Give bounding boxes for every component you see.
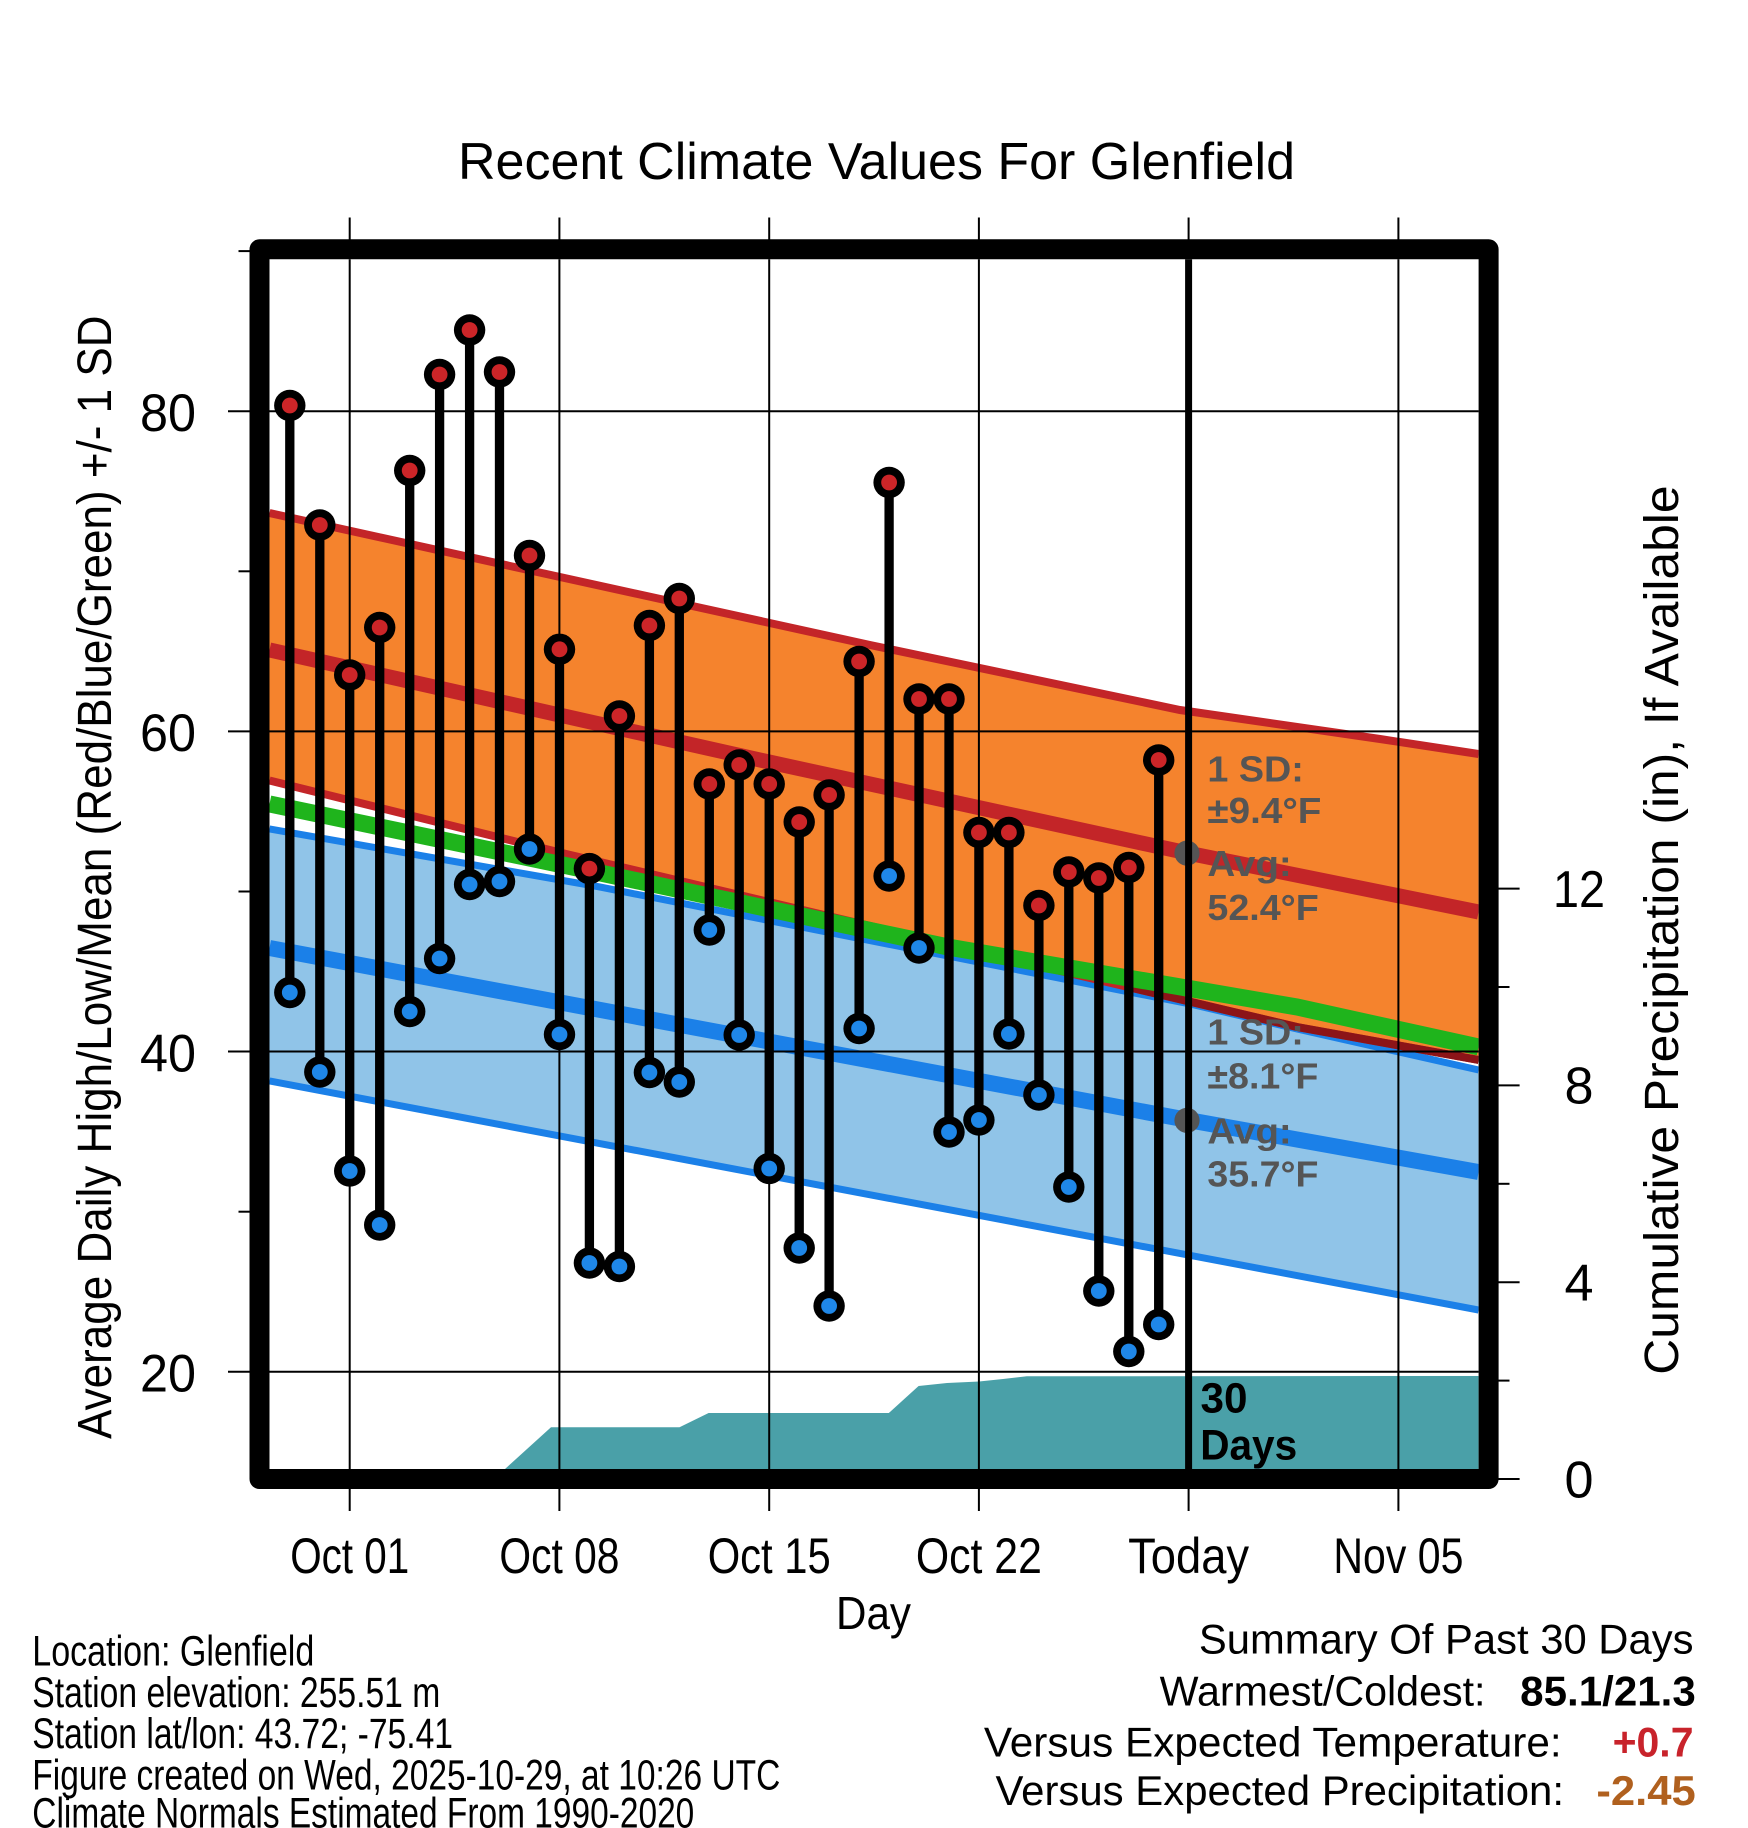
svg-text:Station elevation: 255.51 m: Station elevation: 255.51 m <box>32 1670 440 1717</box>
svg-text:80: 80 <box>140 384 196 443</box>
svg-text:Oct 15: Oct 15 <box>708 1528 831 1584</box>
svg-text:60: 60 <box>140 704 196 763</box>
svg-text:Days: Days <box>1200 1422 1297 1470</box>
svg-text:12: 12 <box>1553 861 1605 919</box>
svg-text:4: 4 <box>1565 1255 1594 1313</box>
svg-text:-2.45: -2.45 <box>1596 1767 1695 1814</box>
svg-text:+0.7: +0.7 <box>1613 1718 1694 1765</box>
svg-text:Day: Day <box>836 1587 912 1639</box>
svg-text:Today: Today <box>1128 1528 1249 1584</box>
svg-text:Avg:: Avg: <box>1207 1110 1291 1151</box>
svg-text:Cumulative Precipitation (in),: Cumulative Precipitation (in), If Availa… <box>1636 485 1689 1374</box>
svg-text:0: 0 <box>1565 1451 1594 1509</box>
svg-text:Location: Glenfield: Location: Glenfield <box>32 1629 314 1676</box>
svg-text:Average Daily High/Low/Mean (R: Average Daily High/Low/Mean (Red/Blue/Gr… <box>69 315 122 1439</box>
svg-text:Oct 22: Oct 22 <box>916 1528 1042 1584</box>
svg-text:Oct 08: Oct 08 <box>499 1528 619 1584</box>
svg-text:Station lat/lon: 43.72; -75.41: Station lat/lon: 43.72; -75.41 <box>32 1711 453 1758</box>
svg-text:Avg:: Avg: <box>1207 843 1291 884</box>
svg-text:1 SD:: 1 SD: <box>1207 749 1304 790</box>
svg-text:±8.1°F: ±8.1°F <box>1207 1056 1318 1097</box>
svg-text:85.1/21.3: 85.1/21.3 <box>1520 1668 1696 1715</box>
svg-text:Summary Of Past 30 Days: Summary Of Past 30 Days <box>1199 1615 1694 1662</box>
svg-text:30: 30 <box>1201 1374 1248 1422</box>
svg-text:20: 20 <box>140 1345 196 1404</box>
svg-text:Warmest/Coldest:: Warmest/Coldest: <box>1160 1668 1486 1715</box>
svg-text:±9.4°F: ±9.4°F <box>1207 790 1321 831</box>
svg-text:Versus Expected Temperature:: Versus Expected Temperature: <box>984 1718 1562 1765</box>
svg-text:Nov 05: Nov 05 <box>1333 1528 1463 1584</box>
svg-text:Climate Normals Estimated From: Climate Normals Estimated From 1990-2020 <box>32 1791 694 1828</box>
svg-text:Oct 01: Oct 01 <box>290 1528 409 1584</box>
svg-text:35.7°F: 35.7°F <box>1207 1153 1318 1194</box>
svg-text:8: 8 <box>1565 1058 1594 1116</box>
svg-text:1 SD:: 1 SD: <box>1207 1011 1304 1052</box>
svg-text:Figure created on Wed, 2025-10: Figure created on Wed, 2025-10-29, at 10… <box>32 1753 780 1800</box>
svg-text:Recent Climate Values For Glen: Recent Climate Values For Glenfield <box>458 133 1295 191</box>
svg-text:Versus Expected Precipitation:: Versus Expected Precipitation: <box>996 1767 1565 1814</box>
svg-text:40: 40 <box>140 1024 196 1083</box>
svg-text:52.4°F: 52.4°F <box>1207 887 1318 928</box>
